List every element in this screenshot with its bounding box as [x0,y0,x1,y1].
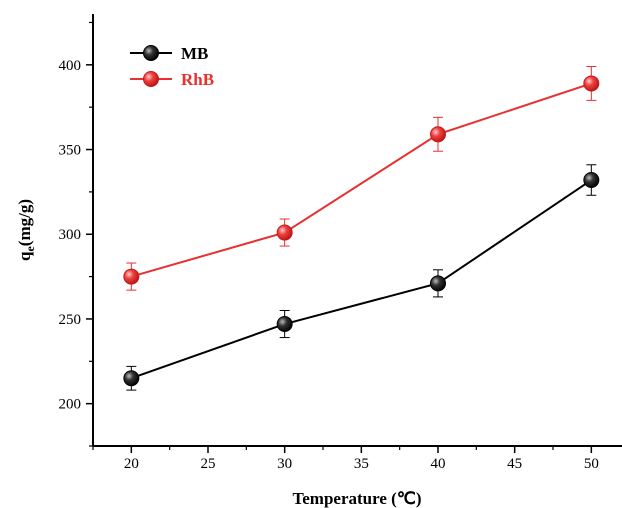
legend-marker-mb [143,45,159,61]
data-point-rhb-20 [123,268,140,285]
x-tick-label-30: 30 [277,456,292,472]
y-axis-title-sub: e [23,246,37,252]
series-line-mb [130,179,592,380]
y-axis-title-unit: (mg/g) [15,199,34,246]
y-axis-title: qe(mg/g) [15,199,37,261]
x-ticks: 20 25 30 35 40 45 50 [92,446,599,472]
data-point-mb-40 [430,275,446,292]
legend-label-mb: MB [181,44,208,63]
data-point-mb-30 [276,316,293,333]
y-tick-label-200: 200 [59,397,82,413]
legend-label-rhb: RhB [181,70,214,89]
y-tick-label-300: 300 [59,227,82,243]
series-layer [123,66,600,391]
series-rhb [123,66,600,291]
data-point-rhb-50 [583,75,600,92]
x-tick-label-25: 25 [201,456,216,472]
x-tick-label-50: 50 [584,456,599,472]
y-tick-label-350: 350 [59,143,82,159]
data-point-rhb-30 [276,224,293,241]
legend-marker-rhb [143,71,159,87]
y-tick-label-250: 250 [59,312,82,328]
data-point-mb-20 [123,370,140,387]
y-ticks: 200 250 300 350 400 [59,21,93,447]
data-point-mb-50 [583,172,600,189]
legend-item-mb: MB [130,44,208,63]
y-tick-label-400: 400 [59,58,82,74]
x-tick-label-35: 35 [354,456,369,472]
legend-item-rhb: RhB [130,70,214,89]
x-tick-label-40: 40 [431,456,446,472]
series-mb [123,164,600,391]
data-point-rhb-40 [430,126,446,143]
y-axis-title-main: q [15,251,34,261]
axes [92,14,622,447]
x-tick-label-45: 45 [507,456,522,472]
legend: MB RhB [130,44,214,89]
series-line-rhb [131,82,592,278]
x-axis-title: Temperature (℃) [292,489,421,508]
x-tick-label-20: 20 [124,456,139,472]
